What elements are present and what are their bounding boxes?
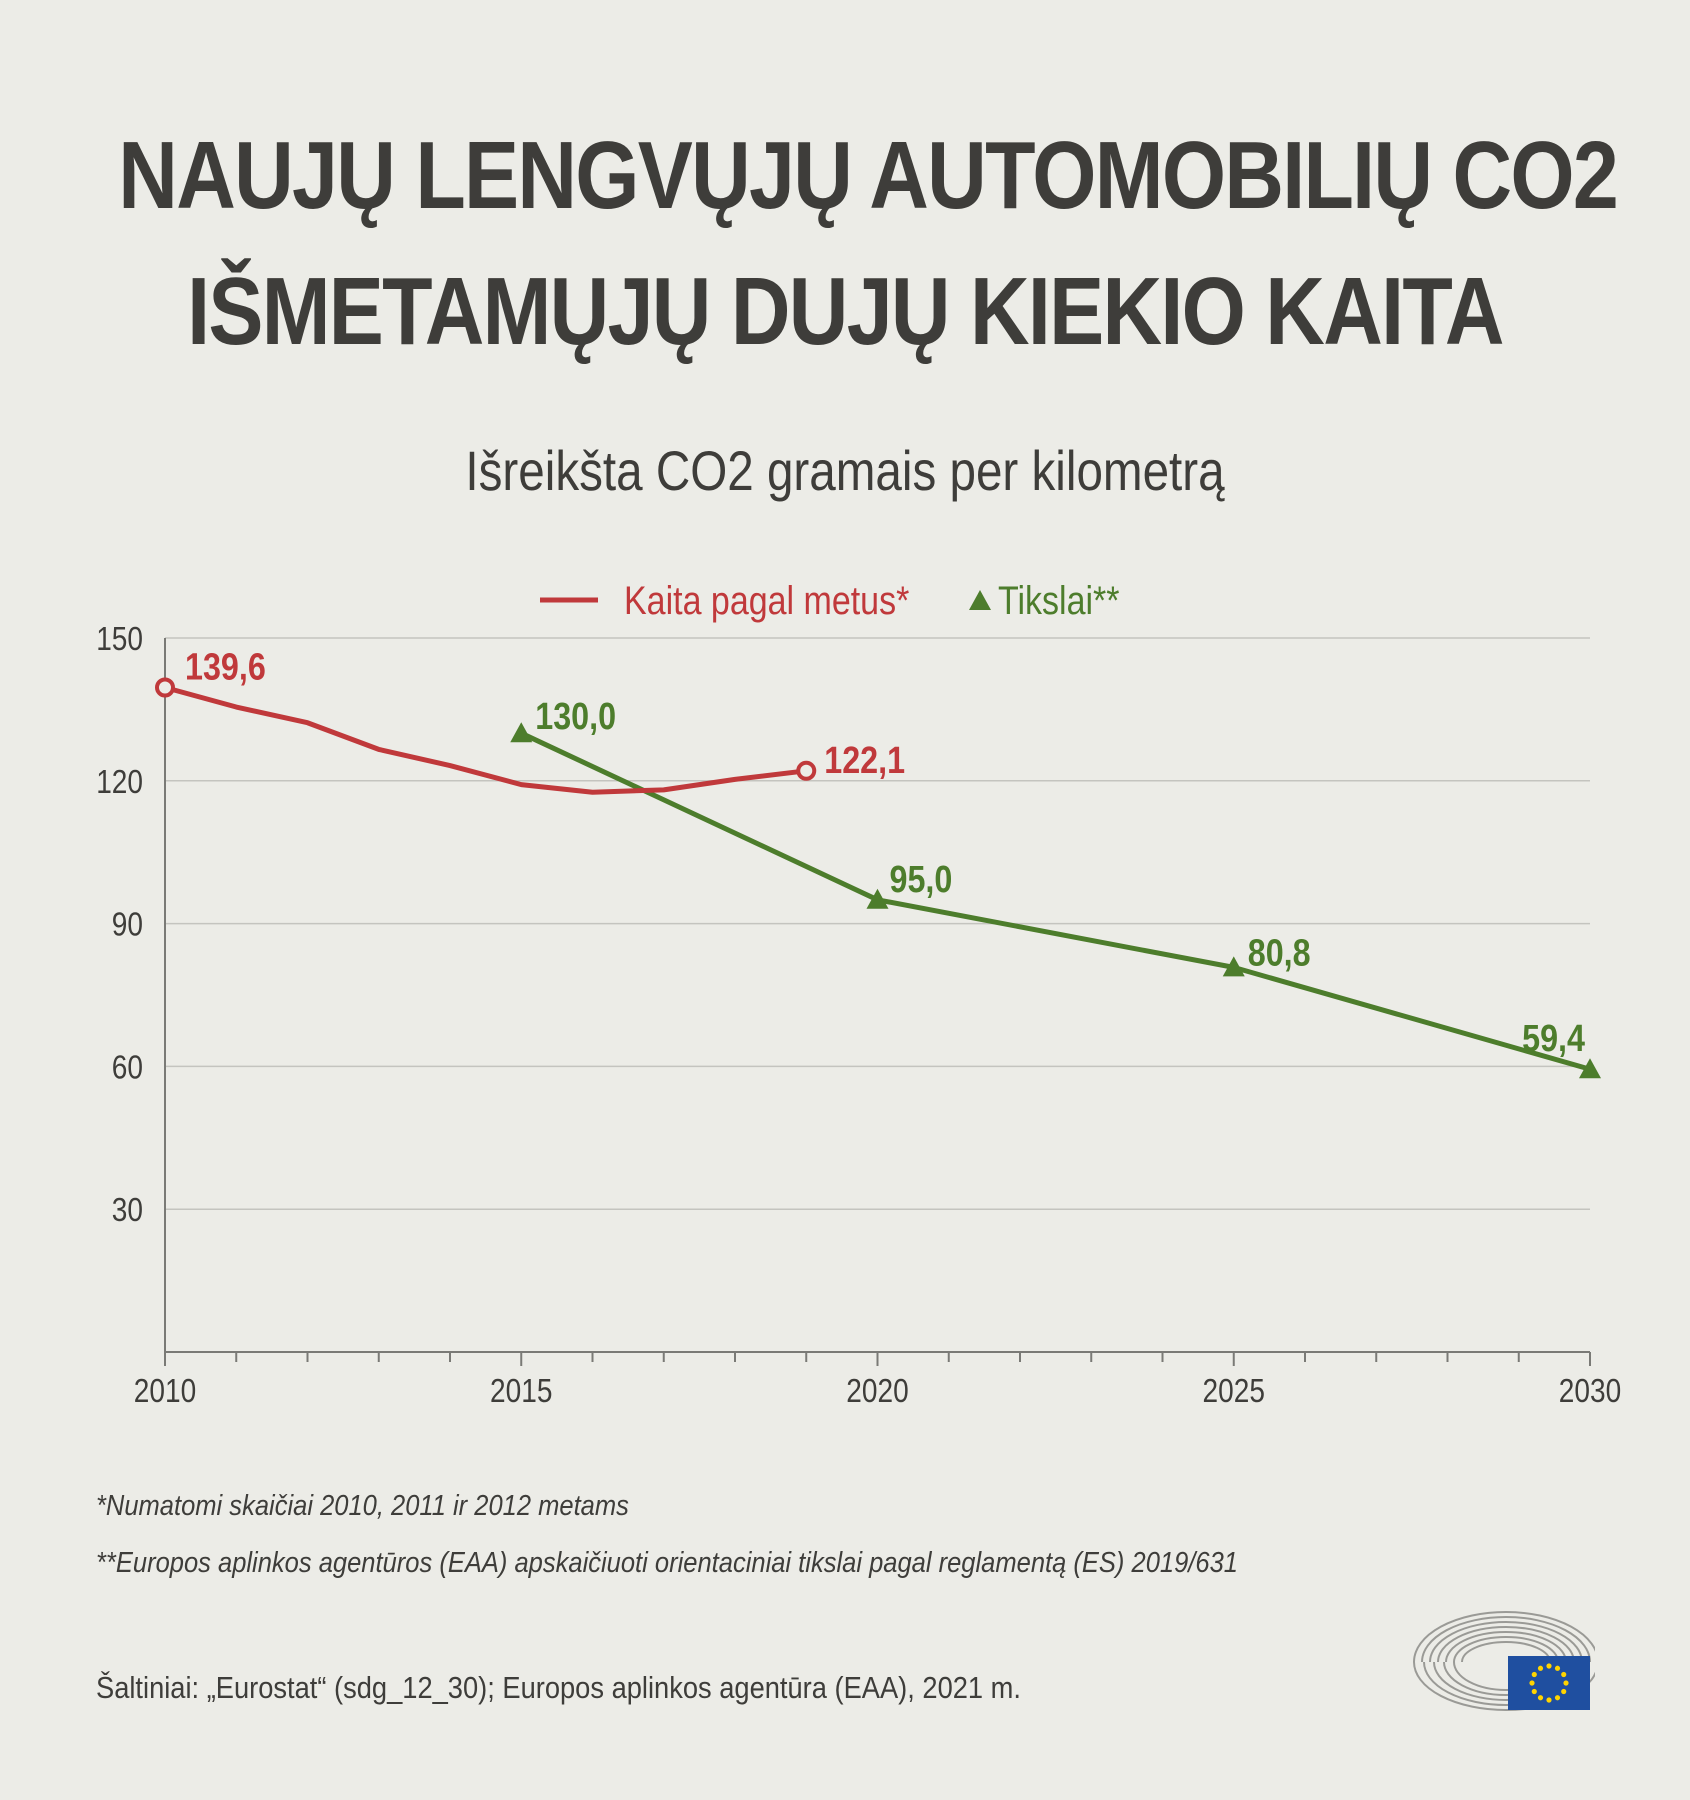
hemicycle-arc (1413, 1611, 1595, 1663)
footnote-2: **Europos aplinkos agentūros (EAA) apska… (96, 1547, 1238, 1579)
eu-star-icon (1531, 1688, 1537, 1695)
hemicycle-arc (1461, 1641, 1551, 1663)
line-chart: 30 60 90 120 150 2010 2015 2020 2025 2030 Kaita pa… (96, 577, 1621, 1410)
series-line-tikslai (520, 730, 1591, 1072)
x-tick-label-2010: 2010 (134, 1373, 196, 1410)
kaita-point-2019 (796, 760, 817, 781)
y-tick-label-120: 120 (96, 764, 143, 801)
x-tick-label-2015: 2015 (490, 1373, 552, 1410)
source-note: Šaltiniai: „Eurostat“ (sdg_12_30); Europ… (96, 1670, 1021, 1705)
eu-star-icon (1537, 1695, 1544, 1701)
legend-label-kaita: Kaita pagal metus* (624, 577, 909, 622)
footnote-1: *Numatomi skaičiai 2010, 2011 ir 2012 me… (96, 1490, 629, 1522)
eu-star-icon (1554, 1665, 1561, 1671)
y-tick-label-60: 60 (112, 1049, 143, 1086)
hemicycle-arc (1453, 1636, 1559, 1663)
tikslai-label-2020: 95,0 (890, 858, 953, 900)
eu-star-icon (1554, 1695, 1561, 1701)
eu-star-icon (1546, 1697, 1552, 1703)
hemicycle-arc (1445, 1631, 1567, 1663)
chart-title-line-1: NAUJŲ LENGVŲJŲ AUTOMOBILIŲ CO2 (118, 122, 1619, 229)
tikslai-point-2025 (1222, 956, 1245, 977)
hemicycle-arc (1437, 1626, 1575, 1663)
legend-label-tikslai: Tikslai** (998, 577, 1120, 622)
eu-star-icon (1529, 1680, 1535, 1686)
tikslai-point-2015 (510, 722, 533, 743)
eu-star-icon (1546, 1663, 1552, 1669)
x-tick-label-2025: 2025 (1203, 1373, 1265, 1410)
chart-title: NAUJŲ LENGVŲJŲ AUTOMOBILIŲ CO2 IŠMETAMŲJ… (118, 108, 1619, 380)
series-line-kaita (164, 685, 807, 795)
hemicycle-arc (1421, 1616, 1591, 1663)
x-tick-label-2020: 2020 (846, 1373, 908, 1410)
hemicycle-arc (1429, 1621, 1583, 1663)
y-tick-label-150: 150 (96, 621, 143, 658)
x-tick-label-2030: 2030 (1559, 1373, 1621, 1410)
eu-star-icon (1537, 1665, 1544, 1671)
kaita-point-2010 (155, 677, 175, 698)
chart-title-line-2: IŠMETAMŲJŲ DUJŲ KIEKIO KAITA (187, 258, 1504, 365)
eu-star-icon (1531, 1671, 1537, 1678)
european-parliament-logo (1413, 1611, 1595, 1711)
kaita-label-2010: 139,6 (185, 646, 266, 688)
eu-star-icon (1561, 1671, 1567, 1678)
legend-triangle-icon (969, 590, 991, 610)
eu-star-icon (1561, 1688, 1567, 1695)
tikslai-label-2030: 59,4 (1522, 1018, 1585, 1060)
y-tick-label-90: 90 (112, 907, 143, 944)
y-tick-label-30: 30 (112, 1192, 143, 1229)
tikslai-point-2020 (866, 888, 889, 909)
tikslai-label-2025: 80,8 (1248, 932, 1311, 974)
tikslai-point-2030 (1579, 1058, 1601, 1079)
tikslai-label-2015: 130,0 (535, 696, 616, 738)
kaita-label-2019: 122,1 (824, 739, 905, 781)
chart-subtitle: Išreikšta CO2 gramais per kilometrą (465, 439, 1225, 502)
eu-star-icon (1563, 1680, 1569, 1686)
